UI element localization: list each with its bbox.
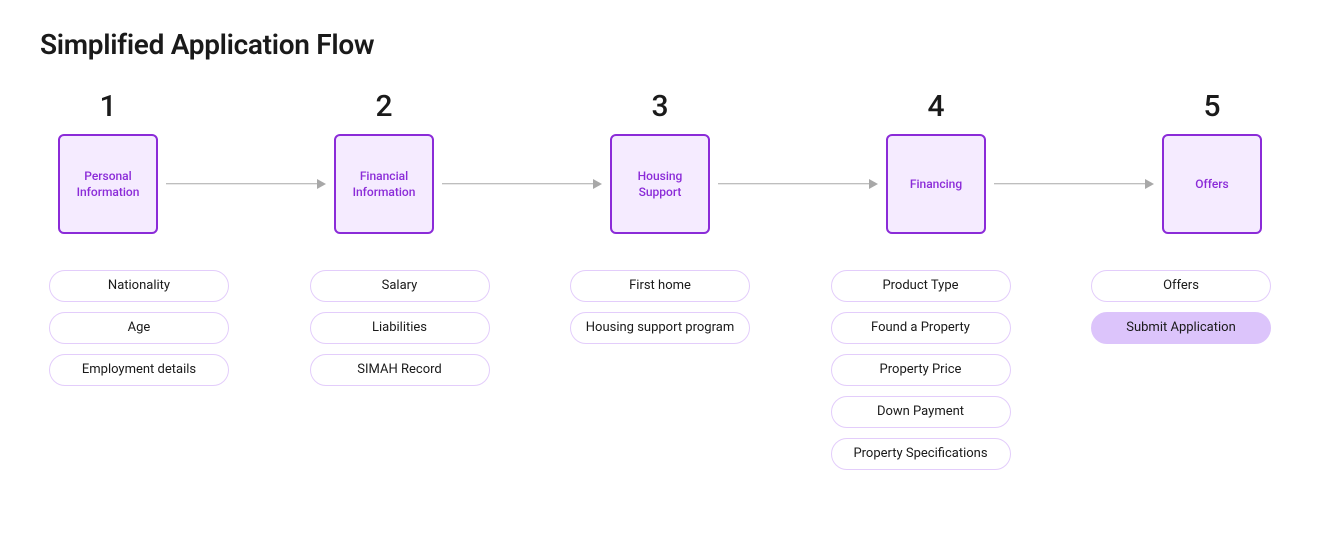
- pill-item: Found a Property: [831, 312, 1011, 344]
- pill-item: Nationality: [49, 270, 229, 302]
- arrow-icon: [442, 183, 602, 185]
- pill-item: Offers: [1091, 270, 1271, 302]
- step-1: 1 Personal Information: [58, 89, 158, 234]
- page-title: Simplified Application Flow: [40, 28, 1280, 61]
- step-box: Housing Support: [610, 134, 710, 234]
- pill-item: Property Specifications: [831, 438, 1011, 470]
- pill-item: Salary: [310, 270, 490, 302]
- arrow-icon: [166, 183, 326, 185]
- pill-item-highlight: Submit Application: [1091, 312, 1271, 344]
- pill-item: First home: [570, 270, 750, 302]
- pills-col-1: Nationality Age Employment details: [40, 270, 238, 386]
- pill-item: Product Type: [831, 270, 1011, 302]
- pills-row: Nationality Age Employment details Salar…: [40, 270, 1280, 470]
- step-5: 5 Offers: [1162, 89, 1262, 234]
- step-box: Financial Information: [334, 134, 434, 234]
- pills-col-5: Offers Submit Application: [1082, 270, 1280, 344]
- pills-col-4: Product Type Found a Property Property P…: [822, 270, 1020, 470]
- step-3: 3 Housing Support: [610, 89, 710, 234]
- step-2: 2 Financial Information: [334, 89, 434, 234]
- step-number: 2: [375, 89, 392, 124]
- step-box: Offers: [1162, 134, 1262, 234]
- pill-item: Liabilities: [310, 312, 490, 344]
- pills-col-3: First home Housing support program: [561, 270, 759, 344]
- step-number: 1: [99, 89, 116, 124]
- pill-item: Employment details: [49, 354, 229, 386]
- pill-item: Age: [49, 312, 229, 344]
- pill-item: SIMAH Record: [310, 354, 490, 386]
- arrow-icon: [994, 183, 1154, 185]
- arrow-icon: [718, 183, 878, 185]
- flow-steps-row: 1 Personal Information 2 Financial Infor…: [40, 89, 1280, 234]
- step-4: 4 Financing: [886, 89, 986, 234]
- pill-item: Property Price: [831, 354, 1011, 386]
- step-box: Personal Information: [58, 134, 158, 234]
- pill-item: Down Payment: [831, 396, 1011, 428]
- pill-item: Housing support program: [570, 312, 750, 344]
- pills-col-2: Salary Liabilities SIMAH Record: [301, 270, 499, 386]
- step-number: 5: [1203, 89, 1220, 124]
- step-box: Financing: [886, 134, 986, 234]
- step-number: 3: [651, 89, 668, 124]
- step-number: 4: [927, 89, 944, 124]
